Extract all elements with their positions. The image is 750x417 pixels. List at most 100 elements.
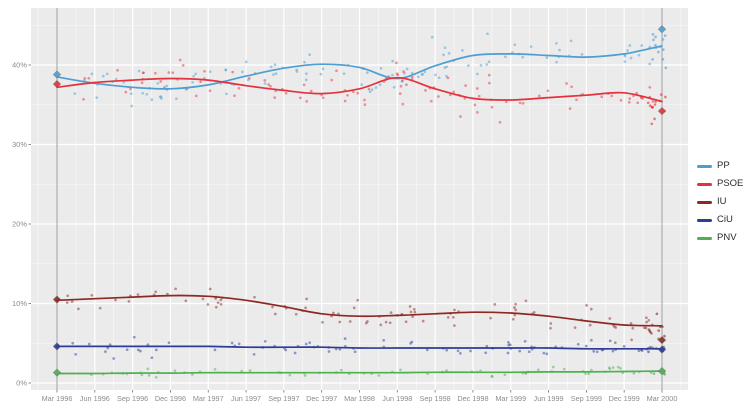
poll-point: [508, 343, 512, 347]
poll-point: [521, 55, 525, 59]
legend-swatch-iu-icon: [697, 200, 712, 204]
poll-point: [636, 101, 640, 105]
poll-point: [630, 338, 633, 342]
poll-point: [649, 345, 652, 349]
poll-point: [379, 323, 383, 327]
poll-point: [377, 374, 381, 377]
poll-point: [475, 87, 479, 90]
poll-point: [367, 87, 371, 91]
poll-point: [101, 74, 105, 78]
poll-point: [592, 350, 596, 353]
poll-point: [384, 320, 388, 324]
legend-item-pnv: PNV: [697, 229, 743, 247]
poll-point: [412, 307, 416, 311]
poll-point: [445, 369, 448, 372]
poll-point: [106, 346, 110, 350]
poll-point: [382, 338, 386, 342]
poll-point: [568, 107, 572, 110]
poll-point: [284, 348, 288, 352]
poll-point: [654, 43, 657, 47]
poll-point: [611, 366, 615, 369]
poll-point: [108, 343, 112, 346]
poll-point: [627, 100, 631, 104]
election-result-marker-iu-1: [657, 335, 667, 345]
poll-point: [584, 372, 587, 376]
poll-point: [490, 374, 494, 378]
x-tick-label: Sep 1997: [268, 394, 299, 403]
poll-point: [70, 300, 74, 303]
poll-point: [303, 60, 306, 64]
poll-point: [518, 101, 522, 105]
poll-point: [136, 348, 140, 352]
poll-point: [214, 305, 218, 309]
poll-point: [663, 334, 666, 338]
poll-point: [562, 367, 566, 371]
poll-point: [420, 73, 424, 76]
poll-point: [507, 341, 510, 344]
poll-point: [487, 60, 491, 64]
poll-point: [600, 95, 604, 99]
poll-point: [513, 313, 517, 317]
poll-point: [664, 66, 668, 70]
x-tick-label: Jun 1997: [231, 394, 261, 403]
poll-point: [368, 90, 372, 94]
poll-point: [343, 337, 347, 340]
poll-point: [664, 95, 667, 99]
poll-point: [273, 312, 277, 316]
poll-point: [434, 73, 437, 77]
poll-point: [650, 122, 654, 126]
poll-point: [580, 53, 584, 56]
poll-point: [165, 84, 169, 88]
poll-point: [445, 348, 449, 352]
poll-point: [647, 318, 651, 322]
poll-point: [343, 99, 347, 103]
poll-point: [288, 373, 292, 377]
poll-point: [637, 53, 641, 57]
poll-point: [374, 86, 378, 89]
poll-point: [83, 76, 87, 80]
legend-item-iu: IU: [697, 193, 743, 211]
poll-point: [475, 110, 479, 114]
legend-item-ciu: CiU: [697, 211, 743, 229]
poll-point: [237, 86, 241, 90]
poll-point: [486, 32, 489, 36]
poll-point: [308, 341, 312, 345]
poll-point: [640, 349, 644, 352]
poll-point: [388, 321, 392, 325]
poll-point: [167, 71, 171, 74]
poll-point: [294, 312, 298, 316]
poll-point: [595, 350, 599, 354]
poll-point: [240, 369, 244, 373]
poll-point: [127, 300, 131, 303]
poll-point: [448, 93, 452, 97]
poll-point: [154, 348, 158, 352]
poll-point: [423, 70, 427, 74]
poll-point: [244, 60, 248, 64]
poll-point: [321, 320, 324, 324]
poll-point: [661, 58, 665, 61]
poll-point: [399, 368, 402, 372]
poll-point: [421, 319, 425, 323]
poll-point: [154, 375, 158, 379]
poll-point: [652, 38, 655, 42]
election-result-marker-pnv-0: [52, 368, 62, 377]
poll-point: [208, 287, 212, 291]
trend-line-iu: [56, 294, 663, 327]
poll-point: [139, 349, 142, 353]
gridlines: [31, 8, 688, 390]
poll-point: [489, 316, 492, 320]
poll-point: [116, 68, 119, 72]
poll-point: [305, 99, 309, 103]
poll-point: [154, 71, 157, 75]
poll-point: [305, 297, 308, 301]
poll-point: [645, 316, 648, 320]
poll-point: [302, 83, 306, 87]
poll-point: [327, 350, 331, 353]
poll-point: [231, 70, 235, 74]
poll-point: [137, 69, 141, 73]
poll-point: [219, 302, 223, 306]
poll-point: [263, 82, 267, 85]
poll-point: [651, 58, 654, 61]
poll-point: [401, 79, 404, 82]
